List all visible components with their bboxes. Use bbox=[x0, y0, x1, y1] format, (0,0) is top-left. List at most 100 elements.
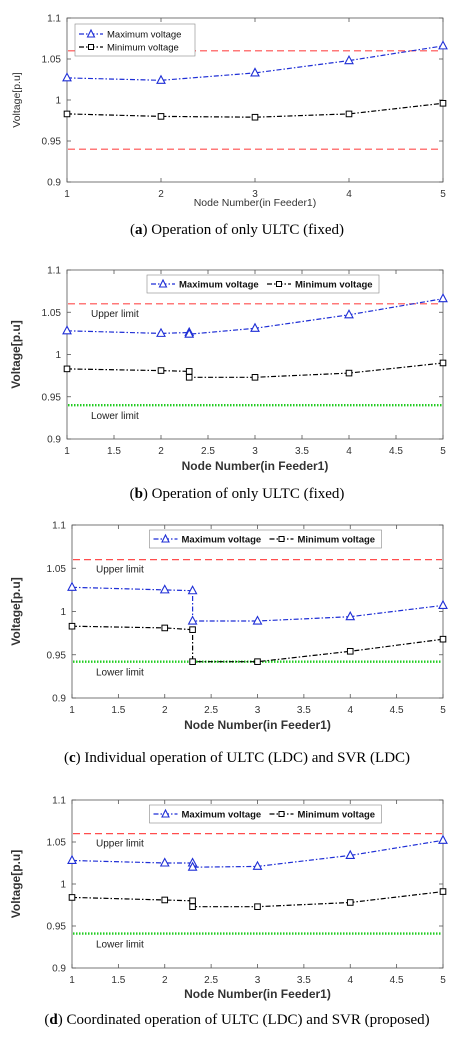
min-voltage-marker bbox=[254, 903, 261, 910]
min-voltage-marker bbox=[251, 113, 259, 121]
max-voltage-marker bbox=[159, 857, 170, 867]
min-voltage-marker bbox=[63, 110, 71, 118]
x-axis-label: Node Number(in Feeder1) bbox=[184, 987, 331, 1001]
x-tick-label: 2.5 bbox=[204, 975, 218, 986]
chart-panel-b: 1 1.5 2 2.5 3 3.5 4 4.5 5 0.9 0.95 1 1.05 1.1 Node Num… bbox=[0, 252, 474, 480]
max-voltage-marker bbox=[345, 611, 356, 621]
x-axis-label: Node Number(in Feeder1) bbox=[194, 197, 317, 209]
min-voltage-marker bbox=[346, 899, 354, 906]
x-tick-label: 3 bbox=[252, 446, 258, 457]
caption-d-letter: d bbox=[49, 1012, 58, 1028]
x-tick-label: 1 bbox=[64, 446, 70, 457]
legend-marker bbox=[276, 281, 282, 287]
legend-entry: Minimum voltage bbox=[107, 43, 179, 54]
max-voltage-marker bbox=[438, 40, 448, 50]
lower-limit-label: Lower limit bbox=[91, 411, 139, 422]
min-voltage-marker bbox=[439, 359, 447, 367]
caption-c-suffix: ) bbox=[75, 750, 81, 766]
legend-box bbox=[149, 529, 382, 549]
x-tick-label: 5 bbox=[440, 705, 446, 716]
max-voltage-marker bbox=[345, 849, 356, 859]
caption-a-prefix: ( bbox=[130, 222, 135, 238]
caption-c-text: Individual operation of ULTC (LDC) and S… bbox=[80, 750, 411, 766]
chart-a: 1 2 3 4 5 0.9 0.95 1 1.05 1.1 Node Number(in Feede… bbox=[11, 14, 448, 209]
chart-b: 1 1.5 2 2.5 3 3.5 4 4.5 5 0.9 0.95 1 1.05 1.1 Node Num… bbox=[9, 266, 448, 473]
legend-box bbox=[146, 274, 380, 294]
max-voltage-marker bbox=[252, 860, 263, 870]
x-tick-label: 4.5 bbox=[390, 975, 404, 986]
max-voltage-marker bbox=[252, 615, 263, 625]
max-voltage-marker bbox=[156, 327, 166, 337]
caption-d: (d) Coordinated operation of ULTC (LDC) … bbox=[0, 1012, 474, 1029]
caption-c: (c) Individual operation of ULTC (LDC) a… bbox=[0, 750, 474, 767]
legend: Maximum voltage Minimum voltage bbox=[146, 274, 380, 294]
y-tick-label: 0.9 bbox=[47, 435, 61, 446]
x-tick-label: 3 bbox=[255, 705, 261, 716]
upper-limit-label: Upper limit bbox=[91, 309, 139, 320]
x-tick-label: 4 bbox=[346, 446, 352, 457]
legend-entry: Minimum voltage bbox=[295, 280, 373, 291]
max-voltage-marker bbox=[250, 322, 260, 332]
max-voltage-marker bbox=[62, 72, 72, 82]
min-voltage-marker bbox=[157, 113, 165, 120]
y-tick-label: 1.05 bbox=[42, 308, 62, 319]
y-tick-label: 1.1 bbox=[47, 14, 61, 25]
legend-entry: Maximum voltage bbox=[107, 30, 181, 41]
caption-d-text: Coordinated operation of ULTC (LDC) and … bbox=[62, 1012, 430, 1028]
y-tick-label: 1.1 bbox=[52, 796, 66, 807]
max-voltage-marker bbox=[187, 585, 198, 595]
max-voltage-marker bbox=[250, 67, 260, 77]
y-tick-label: 0.95 bbox=[42, 137, 62, 148]
legend-entry: Maximum voltage bbox=[182, 810, 262, 821]
x-tick-label: 1 bbox=[69, 975, 75, 986]
y-tick-label: 0.95 bbox=[47, 922, 67, 933]
y-tick-label: 0.95 bbox=[42, 392, 62, 403]
x-tick-label: 2 bbox=[162, 705, 168, 716]
legend-entry: Minimum voltage bbox=[298, 810, 376, 821]
max-voltage-marker bbox=[438, 834, 448, 844]
lower-limit-label: Lower limit bbox=[96, 940, 144, 951]
min-voltage-marker bbox=[157, 367, 165, 374]
max-voltage-marker bbox=[187, 615, 198, 625]
caption-b: (b) Operation of only ULTC (fixed) bbox=[0, 486, 474, 503]
max-voltage-marker bbox=[344, 309, 354, 319]
min-voltage-marker bbox=[189, 626, 196, 633]
min-voltage-marker bbox=[185, 374, 193, 381]
caption-c-letter: c bbox=[68, 750, 76, 766]
min-voltage-marker bbox=[68, 894, 76, 901]
x-axis-label: Node Number(in Feeder1) bbox=[182, 459, 329, 473]
legend: Maximum voltage Minimum voltage bbox=[149, 804, 382, 824]
caption-b-letter: b bbox=[134, 486, 143, 502]
x-tick-label: 2 bbox=[158, 189, 164, 200]
chart-d: 1 1.5 2 2.5 3 3.5 4 4.5 5 0.9 0.95 1 1.05 1.1 Node Num… bbox=[9, 796, 448, 1001]
x-tick-label: 3.5 bbox=[295, 446, 309, 457]
legend-box bbox=[149, 804, 382, 824]
x-tick-label: 3 bbox=[255, 975, 261, 986]
x-tick-label: 4 bbox=[347, 705, 353, 716]
y-axis-label: Voltage[p.u] bbox=[11, 72, 23, 128]
plot-frame bbox=[71, 799, 444, 969]
max-voltage-marker bbox=[438, 599, 448, 609]
x-tick-label: 4 bbox=[346, 189, 352, 200]
y-tick-label: 1 bbox=[55, 350, 61, 361]
caption-a-text: Operation of only ULTC (fixed) bbox=[147, 222, 344, 238]
y-axis-label: Voltage[p.u] bbox=[9, 850, 23, 918]
y-tick-label: 1.05 bbox=[42, 55, 62, 66]
x-tick-label: 1 bbox=[69, 705, 75, 716]
min-voltage-marker bbox=[439, 888, 447, 895]
max-voltage-marker bbox=[67, 581, 77, 591]
min-voltage-marker bbox=[189, 897, 196, 905]
x-tick-label: 1.5 bbox=[111, 705, 125, 716]
x-tick-label: 5 bbox=[440, 975, 446, 986]
chart-panel-a: 1 2 3 4 5 0.9 0.95 1 1.05 1.1 Node Number(in Feede… bbox=[0, 0, 474, 214]
x-tick-label: 3 bbox=[252, 189, 258, 200]
y-tick-label: 1.05 bbox=[47, 838, 67, 849]
max-voltage-marker bbox=[67, 854, 77, 865]
chart-c: 1 1.5 2 2.5 3 3.5 4 4.5 5 0.9 0.95 1 1.05 1.1 Node Num… bbox=[9, 521, 448, 732]
x-tick-label: 2.5 bbox=[204, 705, 218, 716]
caption-a: (a) Operation of only ULTC (fixed) bbox=[0, 222, 474, 239]
upper-limit-label: Upper limit bbox=[96, 839, 144, 850]
x-tick-label: 5 bbox=[440, 446, 446, 457]
x-tick-label: 2 bbox=[158, 446, 164, 457]
chart-panel-c: 1 1.5 2 2.5 3 3.5 4 4.5 5 0.9 0.95 1 1.05 1.1 Node Num… bbox=[0, 515, 474, 743]
